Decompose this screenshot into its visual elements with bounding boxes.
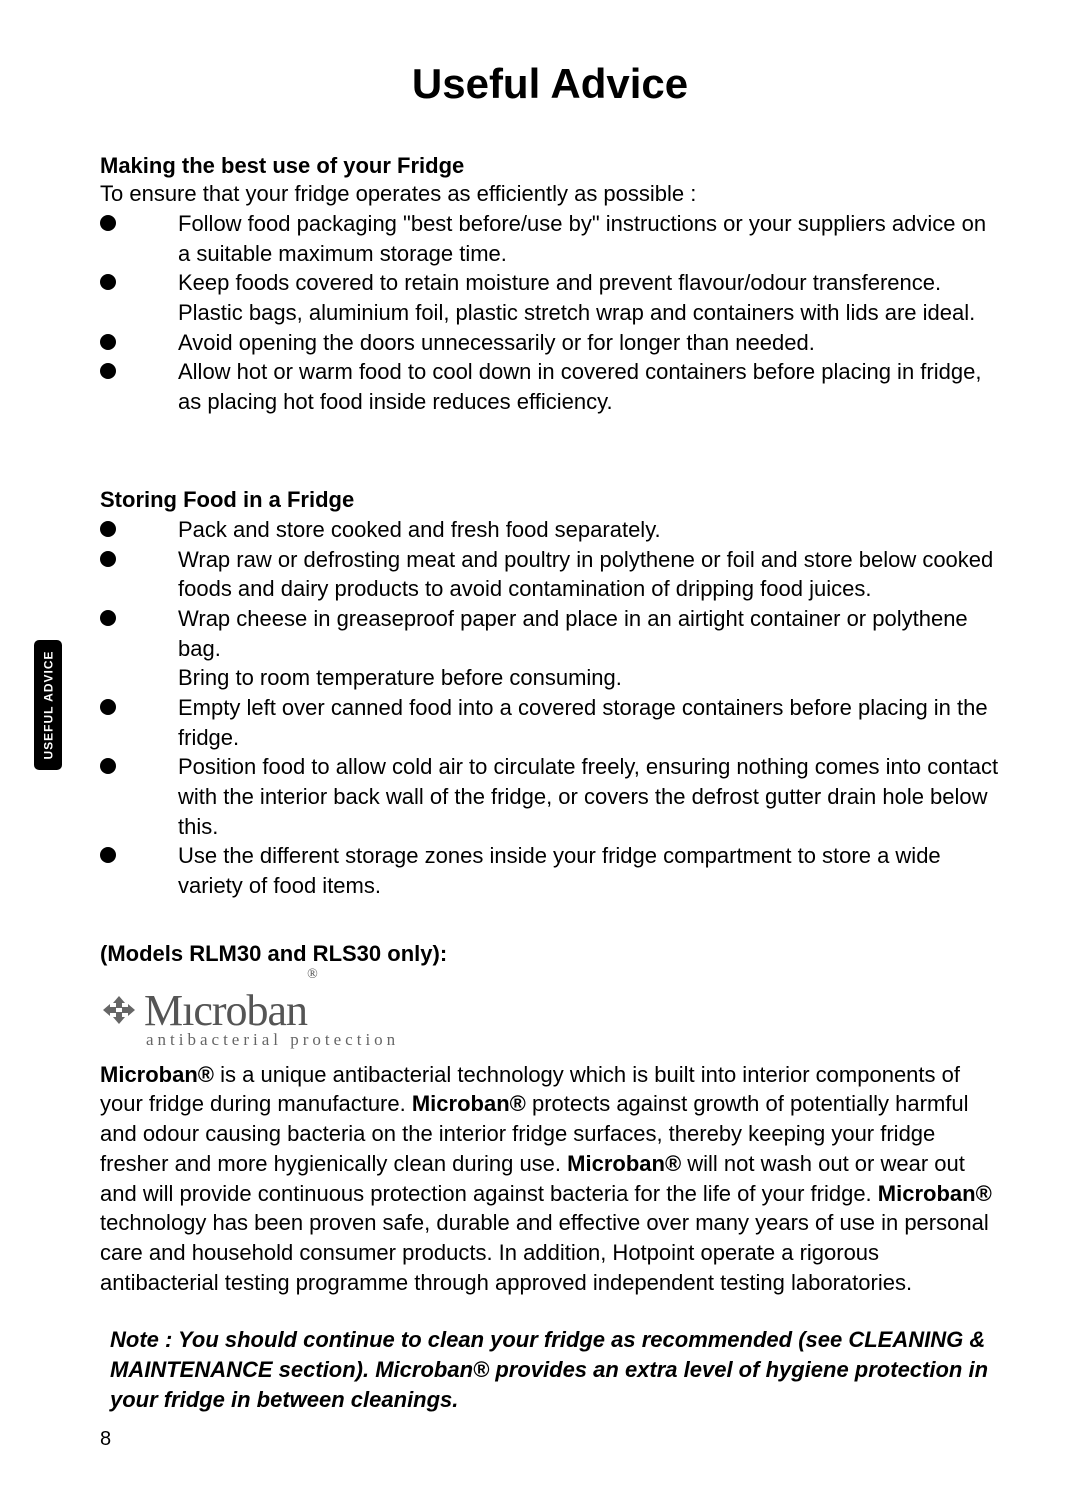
- section-storing-food: Storing Food in a Fridge Pack and store …: [100, 487, 1000, 901]
- section-intro: To ensure that your fridge operates as e…: [100, 181, 1000, 207]
- microban-arrows-icon: [100, 994, 138, 1026]
- side-tab-label: USEFUL ADVICE: [41, 650, 55, 759]
- bullet-icon: [100, 847, 116, 863]
- page-number: 8: [100, 1428, 111, 1451]
- bullet-text: Position food to allow cold air to circu…: [178, 752, 1000, 841]
- note-paragraph: Note : You should continue to clean your…: [100, 1325, 1000, 1414]
- bullet-text: Wrap raw or defrosting meat and poultry …: [178, 545, 1000, 604]
- bullet-icon: [100, 699, 116, 715]
- bullet-icon: [100, 334, 116, 350]
- bullet-icon: [100, 551, 116, 567]
- section-heading: Storing Food in a Fridge: [100, 487, 1000, 513]
- bullet-item: Wrap cheese in greaseproof paper and pla…: [100, 604, 1000, 663]
- bullet-text: Follow food packaging "best before/use b…: [178, 209, 1000, 268]
- bullet-icon: [100, 521, 116, 537]
- bullet-icon: [100, 758, 116, 774]
- bullet-text: Pack and store cooked and fresh food sep…: [178, 515, 661, 545]
- section-making-best-use: Making the best use of your Fridge To en…: [100, 153, 1000, 417]
- bullet-text: Avoid opening the doors unnecessarily or…: [178, 328, 815, 358]
- continuation-text: Bring to room temperature before consumi…: [178, 663, 1000, 693]
- bullet-item: Pack and store cooked and fresh food sep…: [100, 515, 1000, 545]
- bullet-icon: [100, 215, 116, 231]
- page-title: Useful Advice: [100, 60, 1000, 108]
- microban-logo-text: Mıcroban®: [144, 985, 317, 1036]
- bullet-item: Allow hot or warm food to cool down in c…: [100, 357, 1000, 416]
- bullet-icon: [100, 610, 116, 626]
- bullet-text: Use the different storage zones inside y…: [178, 841, 1000, 900]
- bullet-item: Position food to allow cold air to circu…: [100, 752, 1000, 841]
- bullet-item: Avoid opening the doors unnecessarily or…: [100, 328, 1000, 358]
- models-heading: (Models RLM30 and RLS30 only):: [100, 941, 1000, 967]
- side-tab: USEFUL ADVICE: [34, 640, 62, 770]
- bullet-text: Wrap cheese in greaseproof paper and pla…: [178, 604, 1000, 663]
- section-heading: Making the best use of your Fridge: [100, 153, 1000, 179]
- microban-paragraph: Microban® is a unique antibacterial tech…: [100, 1060, 1000, 1298]
- bullet-item: Follow food packaging "best before/use b…: [100, 209, 1000, 268]
- microban-logo: Mıcroban® antibacterial protection: [100, 985, 1000, 1050]
- bullet-text: Keep foods covered to retain moisture an…: [178, 268, 1000, 327]
- bullet-item: Use the different storage zones inside y…: [100, 841, 1000, 900]
- microban-tagline: antibacterial protection: [146, 1030, 1000, 1050]
- bullet-text: Allow hot or warm food to cool down in c…: [178, 357, 1000, 416]
- bullet-item: Empty left over canned food into a cover…: [100, 693, 1000, 752]
- bullet-icon: [100, 363, 116, 379]
- bullet-icon: [100, 274, 116, 290]
- bullet-text: Empty left over canned food into a cover…: [178, 693, 1000, 752]
- bullet-item: Wrap raw or defrosting meat and poultry …: [100, 545, 1000, 604]
- bullet-item: Keep foods covered to retain moisture an…: [100, 268, 1000, 327]
